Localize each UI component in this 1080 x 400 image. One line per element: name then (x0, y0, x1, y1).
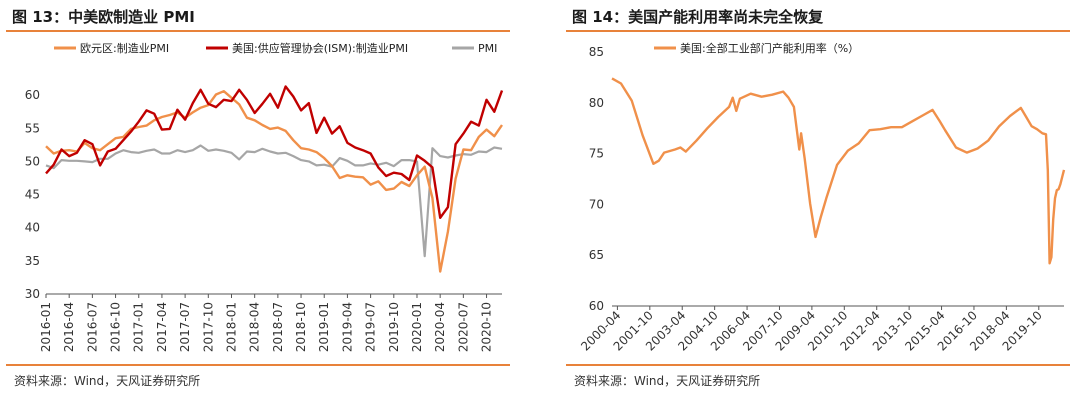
x-tick-label: 2016-01 (39, 302, 53, 352)
footer-divider (566, 364, 1070, 366)
x-tick-label: 2020-07 (456, 302, 470, 352)
x-tick-label: 2017-10 (201, 302, 215, 352)
legend-label: PMI (478, 42, 497, 55)
x-tick-label: 2020-01 (410, 302, 424, 352)
y-tick-label: 85 (589, 45, 604, 59)
title-divider (566, 30, 1070, 32)
x-tick-label: 2018-07 (271, 302, 285, 352)
y-tick-label: 75 (589, 147, 604, 161)
y-tick-label: 60 (589, 299, 604, 313)
legend-label: 美国:全部工业部门产能利用率（%） (680, 41, 859, 55)
chart-source: 资料来源：Wind，天风证券研究所 (14, 374, 201, 388)
x-tick-label: 2020-10 (480, 302, 494, 352)
legend-label: 美国:供应管理协会(ISM):制造业PMI (232, 41, 408, 55)
pmi-chart: 30 35 40 45 50 55 60 2016-01 2016-04 2016-07 2016-… (25, 41, 504, 352)
x-tick-label: 2016-10 (109, 302, 123, 352)
chart-title: 图 13：中美欧制造业 PMI (12, 8, 195, 26)
chart-panel-capacity: 图 14：美国产能利用率尚未完全恢复 60 65 70 75 80 85 2000-04 20… (560, 0, 1080, 400)
y-tick-label: 65 (589, 248, 604, 262)
series-line-euro-pmi (45, 90, 503, 273)
x-tick-label: 2018-04 (248, 302, 262, 352)
y-tick-label: 40 (25, 221, 40, 235)
y-tick-label: 80 (589, 96, 604, 110)
footer-divider (6, 364, 510, 366)
series-line-china-pmi (45, 144, 503, 258)
title-divider (6, 30, 510, 32)
x-tick-label: 2019-10 (387, 302, 401, 352)
capacity-utilization-chart: 6065707580852000-042001-102003-042004-10… (578, 41, 1066, 354)
x-tick-label: 2016-04 (62, 302, 76, 352)
x-tick-label: 2017-04 (155, 302, 169, 352)
y-tick-label: 35 (25, 254, 40, 268)
x-tick-label: 2019-01 (317, 302, 331, 352)
y-tick-label: 60 (25, 88, 40, 102)
x-tick-label: 2019-07 (364, 302, 378, 352)
series-line-us-ism-pmi (45, 85, 504, 219)
x-tick-label: 2020-04 (433, 302, 447, 352)
x-tick-label: 2018-01 (224, 302, 238, 352)
y-tick-label: 50 (25, 154, 40, 168)
x-tick-label: 2018-10 (294, 302, 308, 352)
y-tick-label: 30 (25, 287, 40, 301)
legend-label: 欧元区:制造业PMI (80, 41, 169, 55)
y-tick-label: 70 (589, 197, 604, 211)
y-tick-label: 55 (25, 121, 40, 135)
x-tick-label: 2019-04 (340, 302, 354, 352)
x-tick-label: 2016-07 (85, 302, 99, 352)
y-tick-label: 45 (25, 188, 40, 202)
chart-source: 资料来源：Wind，天风证券研究所 (574, 374, 761, 388)
chart-title: 图 14：美国产能利用率尚未完全恢复 (572, 8, 824, 26)
x-tick-label: 2017-07 (178, 302, 192, 352)
x-tick-label: 2017-01 (132, 302, 146, 352)
series-line-capacity-utilization (611, 77, 1066, 265)
chart-panel-pmi: 图 13：中美欧制造业 PMI 30 35 40 45 50 55 60 2016-01 201… (0, 0, 520, 400)
